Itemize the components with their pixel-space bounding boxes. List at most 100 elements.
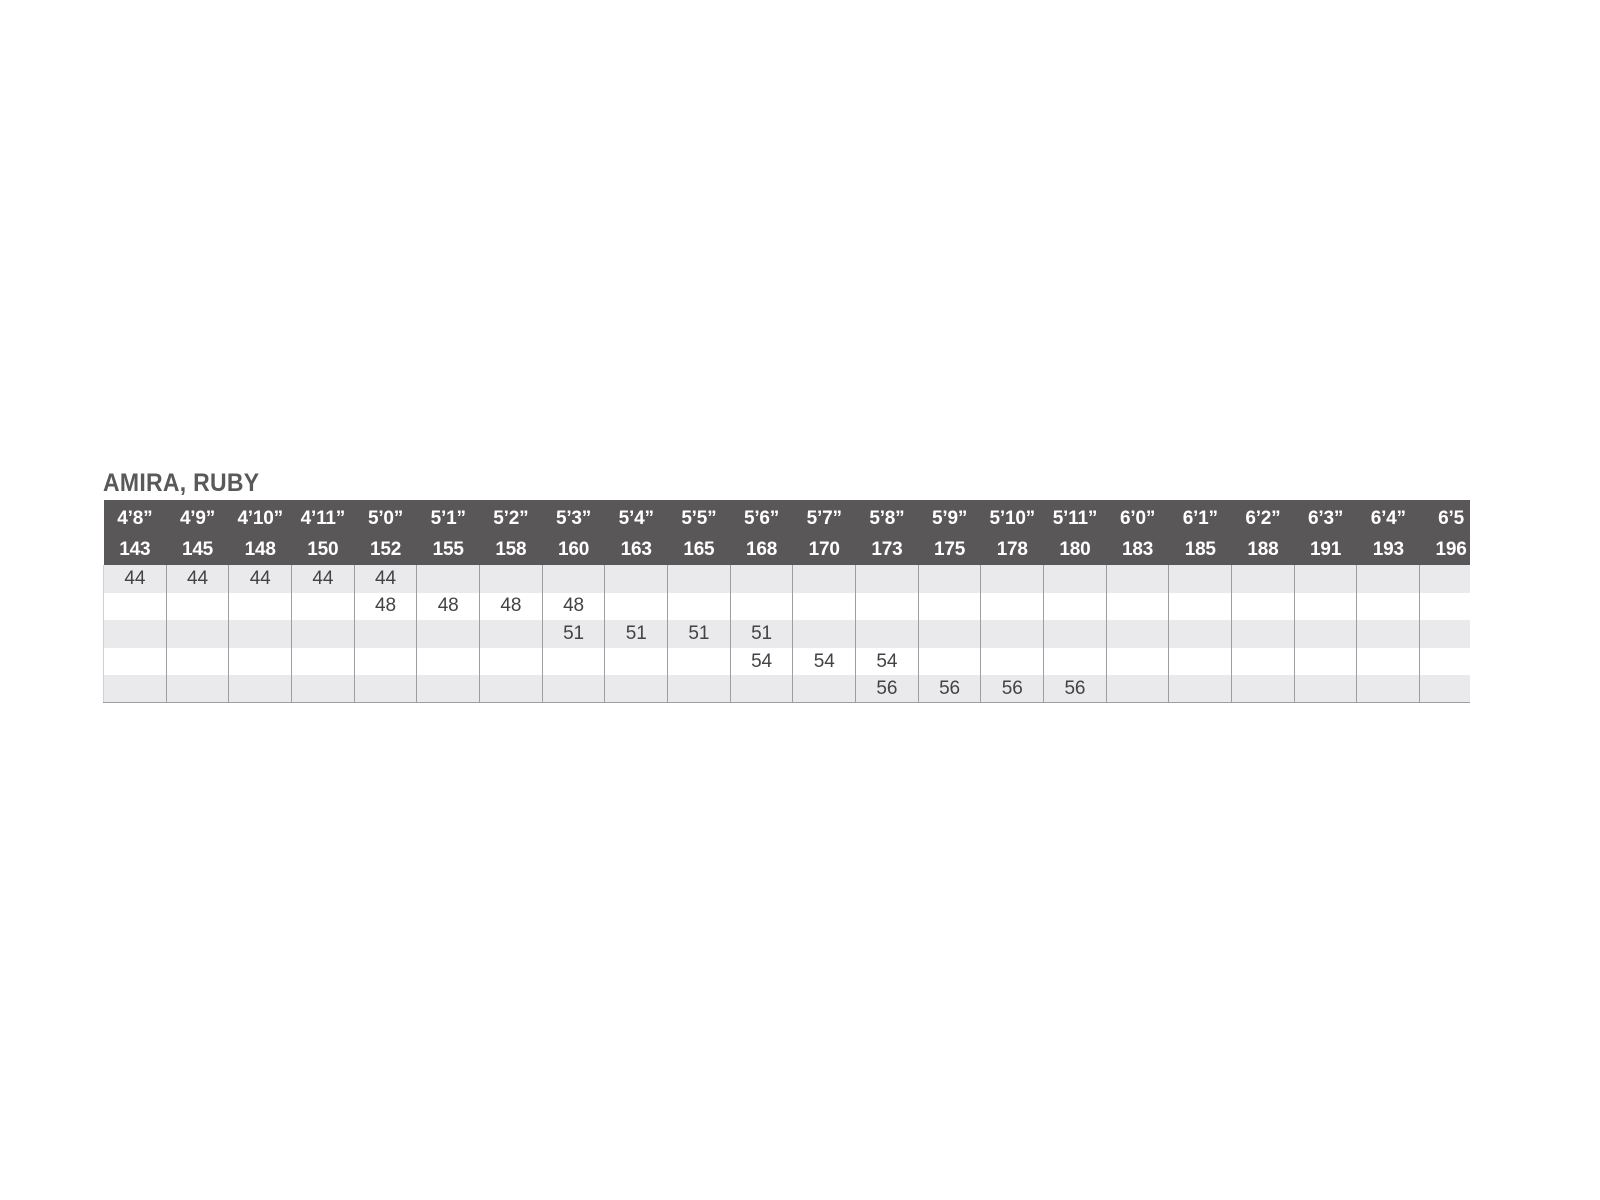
size-cell-r0-c2: 44 — [228, 565, 293, 593]
size-cell-r0-c9 — [667, 565, 731, 593]
header-cell-height_feet_inches-20: 6’4” — [1356, 500, 1420, 534]
size-cell-r3-c1 — [165, 647, 230, 676]
size-cell-r0-c12 — [855, 565, 919, 593]
size-cell-r4-c6 — [479, 675, 543, 704]
header-cell-height_cm-10: 168 — [730, 534, 793, 565]
size-value: 48 — [437, 595, 459, 617]
size-cell-r4-c4 — [353, 675, 418, 704]
table-row: 54 54 54 — [103, 647, 1470, 676]
size-cell-r4-c14: 56 — [980, 675, 1045, 704]
header-cell-height_cm-6: 158 — [479, 534, 543, 565]
header-cell-height_cm-1: 145 — [166, 534, 229, 565]
size-value: 44 — [312, 567, 334, 589]
size-cell-r2-c7: 51 — [541, 620, 606, 648]
size-cell-r0-c14 — [980, 565, 1045, 593]
size-cell-r0-c8 — [604, 565, 669, 593]
size-cell-r0-c1: 44 — [165, 565, 230, 593]
size-cell-r1-c4: 48 — [353, 592, 418, 621]
header-cell-height_cm-11: 170 — [792, 534, 856, 565]
size-cell-r4-c20 — [1356, 675, 1421, 704]
size-value: 44 — [249, 567, 271, 589]
size-cell-r2-c16 — [1105, 620, 1170, 648]
size-cell-r3-c6 — [479, 647, 543, 676]
size-cell-r4-c12: 56 — [855, 675, 919, 704]
header-cell-height_cm-9: 165 — [667, 534, 731, 565]
size-cell-r0-c17 — [1168, 565, 1233, 593]
size-cell-r4-c3 — [291, 675, 355, 704]
size-cell-r3-c16 — [1105, 647, 1170, 676]
size-cell-r4-c0 — [103, 675, 167, 704]
size-cell-r0-c16 — [1105, 565, 1170, 593]
size-cell-r2-c12 — [855, 620, 919, 648]
size-cell-r1-c20 — [1356, 592, 1421, 621]
header-cell-height_feet_inches-5: 5’1” — [416, 500, 480, 534]
size-cell-r0-c21 — [1419, 565, 1470, 593]
size-cell-r4-c19 — [1293, 675, 1358, 704]
size-cell-r2-c2 — [228, 620, 293, 648]
size-cell-r0-c10 — [729, 565, 794, 593]
header-cell-height_cm-14: 178 — [980, 534, 1044, 565]
size-cell-r4-c17 — [1168, 675, 1233, 704]
size-cell-r2-c20 — [1356, 620, 1421, 648]
size-cell-r2-c3 — [291, 620, 355, 648]
size-value: 51 — [688, 622, 710, 644]
size-cell-r2-c6 — [479, 620, 543, 648]
size-cell-r4-c8 — [604, 675, 669, 704]
size-cell-r0-c7 — [541, 565, 606, 593]
size-cell-r4-c1 — [165, 675, 230, 704]
size-cell-r0-c15 — [1043, 565, 1107, 593]
table-row: 56 56 56 56 — [103, 675, 1470, 704]
header-cell-height_cm-15: 180 — [1043, 534, 1107, 565]
size-cell-r4-c13: 56 — [917, 675, 982, 704]
size-table-body: 44 44 44 44 44 48 48 48 48 51 51 51 51 54 54 54 56 56 56 56 — [103, 565, 1470, 704]
header-cell-height_cm-21: 196 — [1419, 534, 1470, 565]
size-cell-r0-c0: 44 — [103, 565, 167, 593]
size-value: 51 — [563, 622, 584, 644]
size-cell-r3-c10: 54 — [729, 647, 794, 676]
header-cell-height_feet_inches-21: 6’5 — [1419, 500, 1470, 534]
size-cell-r3-c18 — [1231, 647, 1295, 676]
size-cell-r1-c0 — [103, 592, 167, 621]
header-cell-height_feet_inches-9: 5’5” — [667, 500, 731, 534]
header-cell-height_feet_inches-12: 5’8” — [855, 500, 919, 534]
header-cell-height_cm-13: 175 — [918, 534, 981, 565]
page-title: AMIRA, RUBY — [103, 469, 260, 497]
size-cell-r2-c8: 51 — [604, 620, 669, 648]
header-cell-height_cm-8: 163 — [604, 534, 668, 565]
size-value: 54 — [876, 650, 898, 672]
size-cell-r2-c1 — [165, 620, 230, 648]
header-cell-height_feet_inches-13: 5’9” — [918, 500, 981, 534]
size-cell-r0-c13 — [917, 565, 982, 593]
size-cell-r1-c8 — [604, 592, 669, 621]
size-chart-block: AMIRA, RUBY 4’8” 4’9” 4’10” 4’11” 5’0” 5’1” 5’… — [103, 468, 1470, 704]
size-cell-r3-c17 — [1168, 647, 1233, 676]
size-cell-r1-c21 — [1419, 592, 1470, 621]
header-cell-height_cm-20: 193 — [1356, 534, 1420, 565]
header-cell-height_cm-3: 150 — [291, 534, 355, 565]
size-cell-r2-c5 — [416, 620, 481, 648]
header-cell-height_cm-18: 188 — [1231, 534, 1295, 565]
size-cell-r3-c8 — [604, 647, 669, 676]
size-cell-r2-c0 — [103, 620, 167, 648]
table-row: 51 51 51 51 — [103, 620, 1470, 648]
size-cell-r1-c13 — [917, 592, 982, 621]
size-value: 44 — [375, 567, 396, 589]
header-cell-height_feet_inches-1: 4’9” — [166, 500, 229, 534]
size-cell-r2-c21 — [1419, 620, 1470, 648]
size-cell-r2-c4 — [353, 620, 418, 648]
size-cell-r4-c16 — [1105, 675, 1170, 704]
header-cell-height_feet_inches-19: 6’3” — [1294, 500, 1357, 534]
size-cell-r3-c3 — [291, 647, 355, 676]
header-row-height-metric: 143 145 148 150 152 155 158 160 163 165 168 170 173 1… — [103, 534, 1470, 565]
header-cell-height_feet_inches-2: 4’10” — [228, 500, 292, 534]
header-cell-height_feet_inches-15: 5’11” — [1043, 500, 1107, 534]
size-cell-r3-c12: 54 — [855, 647, 919, 676]
header-cell-height_feet_inches-7: 5’3” — [542, 500, 605, 534]
header-cell-height_cm-2: 148 — [228, 534, 292, 565]
size-cell-r3-c11: 54 — [792, 647, 857, 676]
header-cell-height_cm-5: 155 — [416, 534, 480, 565]
size-cell-r4-c21 — [1419, 675, 1470, 704]
size-cell-r3-c13 — [917, 647, 982, 676]
size-value: 54 — [751, 650, 773, 672]
